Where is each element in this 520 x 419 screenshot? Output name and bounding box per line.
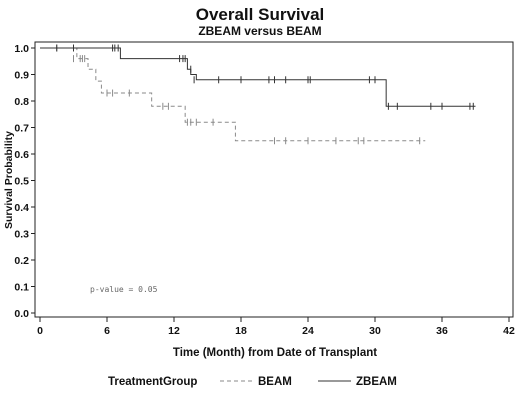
- p-value-annotation: p-value = 0.05: [90, 285, 158, 294]
- x-tick-label: 0: [37, 325, 43, 337]
- x-tick-label: 24: [302, 325, 314, 337]
- y-tick-label: 0.2: [14, 255, 29, 267]
- y-tick-label: 1.0: [14, 43, 29, 55]
- y-tick-label: 0.3: [14, 229, 29, 241]
- series-line-beam: [40, 47, 426, 142]
- y-tick-label: 0.6: [14, 149, 29, 161]
- x-tick-label: 42: [503, 325, 515, 337]
- x-axis-label: Time (Month) from Date of Transplant: [173, 347, 377, 359]
- x-tick-label: 6: [104, 325, 110, 337]
- legend: TreatmentGroup BEAM ZBEAM: [108, 376, 397, 388]
- y-tick-label: 0.4: [14, 202, 29, 214]
- plot-frame: [34, 41, 514, 318]
- legend-label-zbeam: ZBEAM: [356, 376, 397, 388]
- chart-title: Overall Survival: [196, 5, 325, 24]
- y-tick-label: 0.0: [14, 308, 29, 320]
- x-tick-label: 30: [369, 325, 381, 337]
- legend-label-beam: BEAM: [258, 376, 292, 388]
- chart-subtitle: ZBEAM versus BEAM: [198, 24, 321, 38]
- y-tick-label: 0.7: [14, 123, 29, 135]
- y-tick-label: 0.1: [14, 282, 29, 294]
- x-tick-label: 18: [235, 325, 247, 337]
- x-tick-label: 12: [168, 325, 180, 337]
- y-tick-label: 0.5: [14, 176, 29, 188]
- y-axis-label: Survival Probability: [3, 131, 15, 229]
- y-axis: 0.0 0.1 0.2 0.3 0.4 0.5 0.6 0.7 0.8 0.9 1.0: [14, 43, 35, 320]
- x-tick-label: 36: [436, 325, 448, 337]
- series-layer: [40, 44, 476, 145]
- legend-title: TreatmentGroup: [108, 376, 197, 388]
- series-line-zbeam: [40, 47, 476, 107]
- x-axis: 0 6 12 18 24 30 36 42: [37, 317, 515, 337]
- y-tick-label: 0.9: [14, 70, 29, 82]
- y-tick-label: 0.8: [14, 96, 29, 108]
